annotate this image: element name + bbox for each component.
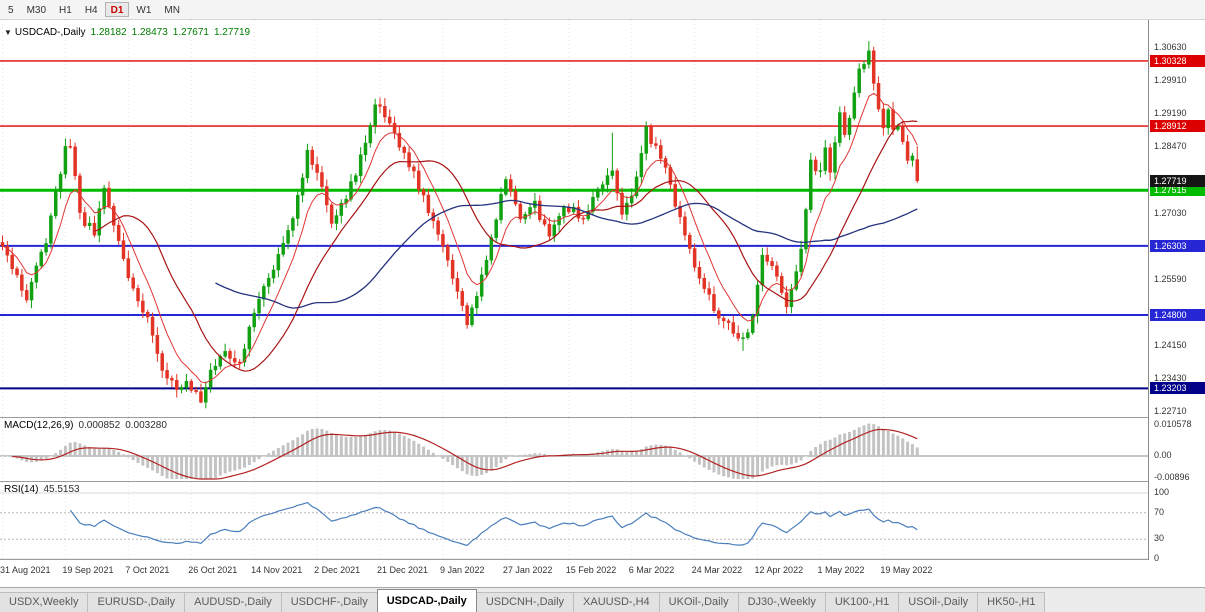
timeframe-button-m30[interactable]: M30 xyxy=(21,2,52,17)
price-chart-canvas[interactable] xyxy=(0,20,1148,417)
rsi-header: RSI(14) 45.5153 xyxy=(4,484,80,495)
timeframe-button-w1[interactable]: W1 xyxy=(130,2,157,17)
timeframe-button-d1[interactable]: D1 xyxy=(104,2,130,17)
rsi-axis-label: 0 xyxy=(1154,553,1160,563)
panel-divider[interactable] xyxy=(0,481,1205,482)
date-label: 12 Apr 2022 xyxy=(754,565,804,575)
price-axis: 1.30630 1.29910 1.29190 1.28470 1.27030 1.255… xyxy=(1148,20,1205,563)
date-axis: 31 Aug 2021 19 Sep 2021 7 Oct 2021 26 Oct 2… xyxy=(0,560,1148,587)
date-label: 26 Oct 2021 xyxy=(188,565,238,575)
price-axis-label: 1.22710 xyxy=(1154,406,1187,417)
ohlc-close: 1.27719 xyxy=(213,27,251,38)
price-level-tag: 1.27515 xyxy=(1150,184,1205,197)
chart-tab-xauusd-h4[interactable]: XAUUSD-,H4 xyxy=(573,592,660,612)
macd-panel-canvas[interactable] xyxy=(0,418,1148,481)
price-axis-label: 1.29190 xyxy=(1154,108,1187,119)
price-level-tag: 1.30328 xyxy=(1150,54,1205,67)
panel-divider xyxy=(0,559,1205,560)
date-label: 21 Dec 2021 xyxy=(377,565,429,575)
timeframe-button-h1[interactable]: H1 xyxy=(53,2,78,17)
chart-tab-audusd-daily[interactable]: AUDUSD-,Daily xyxy=(184,592,282,612)
timeframe-button-h4[interactable]: H4 xyxy=(79,2,104,17)
timeframe-button-mn[interactable]: MN xyxy=(158,2,186,17)
date-label: 9 Jan 2022 xyxy=(439,565,485,575)
price-level-tag: 1.28912 xyxy=(1150,120,1205,133)
price-level-tag: 1.24800 xyxy=(1150,308,1205,321)
chart-tab-hk50-h1[interactable]: HK50-,H1 xyxy=(977,592,1046,612)
date-label: 2 Dec 2021 xyxy=(314,565,361,575)
date-label: 19 May 2022 xyxy=(880,565,933,575)
date-label: 14 Nov 2021 xyxy=(251,565,303,575)
date-label: 24 Mar 2022 xyxy=(691,565,743,575)
ohlc-high: 1.28473 xyxy=(131,27,168,38)
chart-tab-dj30-weekly[interactable]: DJ30-,Weekly xyxy=(737,592,826,612)
price-axis-label: 1.28470 xyxy=(1154,141,1187,152)
date-label: 6 Mar 2022 xyxy=(628,565,675,575)
macd-axis-label: -0.00896 xyxy=(1154,472,1190,482)
date-label: 19 Sep 2021 xyxy=(62,565,114,575)
macd-label: MACD(12,26,9) xyxy=(4,420,74,431)
chart-tab-ukoil-daily[interactable]: UKOil-,Daily xyxy=(658,592,739,612)
date-label: 31 Aug 2021 xyxy=(0,565,51,575)
price-axis-label: 1.30630 xyxy=(1154,42,1187,53)
rsi-label: RSI(14) xyxy=(4,484,39,495)
timeframe-button-5[interactable]: 5 xyxy=(2,2,20,17)
price-axis-label: 1.23430 xyxy=(1154,372,1187,383)
rsi-value: 45.5153 xyxy=(43,484,80,495)
ohlc-low: 1.27671 xyxy=(172,27,209,38)
date-label: 15 Feb 2022 xyxy=(565,565,617,575)
rsi-panel-canvas[interactable] xyxy=(0,482,1148,560)
current-price-tag: 1.27719 xyxy=(1150,174,1205,187)
rsi-axis-label: 30 xyxy=(1154,533,1165,544)
panel-divider[interactable] xyxy=(0,417,1205,418)
timeframe-toolbar: 5 M30 H1 H4 D1 W1 MN xyxy=(0,0,1205,20)
chart-tab-bar: USDX,Weekly EURUSD-,Daily AUDUSD-,Daily USD… xyxy=(0,587,1205,612)
chart-header: ▼ USDCAD-,Daily 1.28182 1.28473 1.27671 1.277… xyxy=(4,27,250,38)
macd-axis-label: 0.00 xyxy=(1154,450,1172,460)
chart-tab-usdcnh-daily[interactable]: USDCNH-,Daily xyxy=(475,592,575,612)
chart-tab-eurusd-daily[interactable]: EURUSD-,Daily xyxy=(87,592,186,612)
chart-area: ▼ USDCAD-,Daily 1.28182 1.28473 1.27671 1.277… xyxy=(0,20,1205,587)
ohlc-open: 1.28182 xyxy=(90,27,127,38)
chart-tab-usdcad-daily[interactable]: USDCAD-,Daily xyxy=(376,589,477,612)
chart-tab-usdchf-daily[interactable]: USDCHF-,Daily xyxy=(280,592,378,612)
macd-signal-value: 0.003280 xyxy=(125,420,167,431)
price-axis-label: 1.29910 xyxy=(1154,75,1187,86)
macd-value: 0.000852 xyxy=(78,420,121,431)
date-label: 27 Jan 2022 xyxy=(502,565,553,575)
chart-dropdown-icon[interactable]: ▼ xyxy=(4,28,12,37)
price-level-tag: 1.26303 xyxy=(1150,239,1205,252)
price-axis-label: 1.25590 xyxy=(1154,273,1187,284)
chart-tab-usdx-weekly[interactable]: USDX,Weekly xyxy=(0,592,89,612)
chart-tab-uk100-h1[interactable]: UK100-,H1 xyxy=(824,592,900,612)
symbol-period-label: USDCAD-,Daily xyxy=(14,27,86,38)
price-axis-label: 1.24150 xyxy=(1154,339,1187,350)
price-axis-label: 1.27030 xyxy=(1154,207,1187,218)
chart-tab-usoil-daily[interactable]: USOil-,Daily xyxy=(898,592,979,612)
date-label: 7 Oct 2021 xyxy=(125,565,170,575)
macd-axis-label: 0.010578 xyxy=(1154,419,1192,429)
rsi-axis-label: 100 xyxy=(1154,487,1170,497)
date-label: 1 May 2022 xyxy=(817,565,865,575)
price-level-tag: 1.23203 xyxy=(1150,382,1205,395)
macd-header: MACD(12,26,9) 0.000852 0.003280 xyxy=(4,420,167,431)
rsi-axis-label: 70 xyxy=(1154,506,1165,517)
